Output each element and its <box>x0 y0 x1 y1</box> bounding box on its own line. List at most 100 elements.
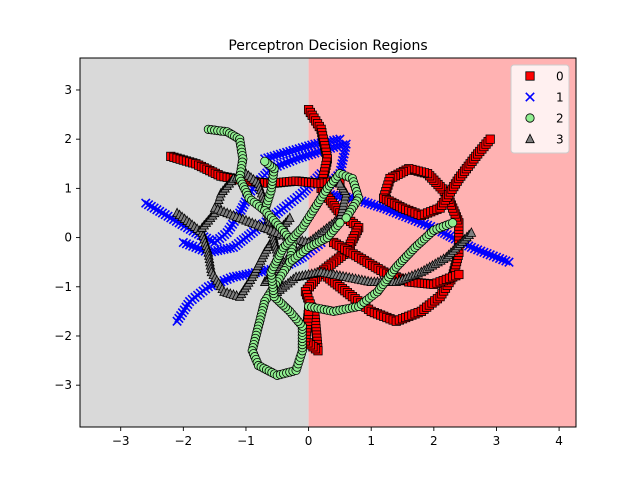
legend-marker-1 <box>525 92 535 102</box>
y-tick-label: 2 <box>64 132 72 146</box>
legend-label: 0 <box>556 70 564 84</box>
point-series-1 <box>445 231 455 241</box>
legend-marker-0 <box>525 71 535 81</box>
point-series-1 <box>178 237 189 248</box>
x-tick-label: 0 <box>305 434 313 448</box>
point-series-1 <box>278 159 289 169</box>
point-series-1 <box>375 202 386 212</box>
x-tick-label: 4 <box>555 434 563 448</box>
x-axis: −3 −2 −1 0 1 2 3 4 <box>112 427 563 448</box>
series-0 <box>166 105 495 356</box>
point-series-2 <box>335 218 345 228</box>
point-series-1 <box>152 204 162 215</box>
x-tick-label: −3 <box>112 434 130 448</box>
point-series-1 <box>184 240 195 250</box>
point-series-1 <box>366 199 376 209</box>
point-series-1 <box>335 134 345 144</box>
y-tick-label: −3 <box>54 378 72 392</box>
point-series-1 <box>494 253 505 264</box>
point-series-1 <box>278 148 289 159</box>
legend-label: 3 <box>556 133 564 147</box>
point-series-1 <box>504 257 514 267</box>
point-series-1 <box>225 243 236 253</box>
point-series-1 <box>269 151 279 161</box>
point-series-1 <box>272 150 283 160</box>
y-axis: −3 −2 −1 0 1 2 3 <box>54 83 80 392</box>
x-tick-label: 1 <box>367 434 375 448</box>
decision-regions <box>80 58 576 427</box>
point-series-0 <box>454 269 464 280</box>
point-series-1 <box>488 251 499 261</box>
point-series-1 <box>369 200 380 210</box>
point-series-1 <box>281 157 292 168</box>
point-series-0 <box>485 134 495 144</box>
y-tick-label: 0 <box>64 231 72 245</box>
point-series-1 <box>291 144 301 155</box>
point-series-1 <box>140 198 151 208</box>
legend-item-3: 3 <box>525 133 564 147</box>
point-series-2 <box>260 156 270 166</box>
point-series-1 <box>300 142 311 152</box>
point-series-3 <box>335 177 345 188</box>
point-series-1 <box>143 200 154 210</box>
point-series-2 <box>448 218 458 228</box>
legend-label: 2 <box>556 112 564 126</box>
point-series-1 <box>501 256 511 266</box>
point-series-1 <box>442 230 453 240</box>
point-series-1 <box>237 202 248 213</box>
legend-marker-2 <box>525 113 535 123</box>
point-series-1 <box>491 252 502 263</box>
point-series-1 <box>485 250 495 260</box>
point-series-3 <box>284 212 295 223</box>
point-series-1 <box>146 201 157 212</box>
x-tick-label: −1 <box>237 434 255 448</box>
legend: 0 1 2 3 <box>510 64 570 154</box>
point-series-3 <box>466 227 477 237</box>
point-series-1 <box>160 209 171 220</box>
x-tick-label: 2 <box>430 434 438 448</box>
legend-item-0: 0 <box>525 70 564 84</box>
point-series-1 <box>288 145 298 156</box>
point-series-1 <box>203 282 214 292</box>
point-series-2 <box>341 213 351 223</box>
point-series-1 <box>163 211 173 222</box>
legend-box <box>510 64 570 154</box>
legend-item-2: 2 <box>525 112 564 126</box>
point-series-1 <box>191 242 201 253</box>
x-tick-label: −2 <box>174 434 192 448</box>
y-tick-label: 3 <box>64 83 72 97</box>
point-series-1 <box>297 143 308 153</box>
point-series-1 <box>275 149 286 160</box>
point-series-1 <box>497 254 508 265</box>
point-series-1 <box>472 245 483 255</box>
point-series-1 <box>482 248 492 259</box>
y-tick-label: −2 <box>54 329 72 343</box>
point-series-1 <box>222 274 232 285</box>
point-series-1 <box>469 243 480 254</box>
point-series-1 <box>476 246 486 256</box>
chart-title: Perceptron Decision Regions <box>228 38 427 54</box>
x-tick-label: 3 <box>493 434 501 448</box>
plot-frame <box>79 57 577 428</box>
point-series-1 <box>288 155 298 165</box>
point-series-1 <box>281 147 292 158</box>
point-series-1 <box>303 141 314 151</box>
point-series-1 <box>332 135 342 145</box>
legend-item-1: 1 <box>525 91 564 105</box>
point-series-1 <box>181 238 192 249</box>
point-series-1 <box>294 143 304 154</box>
point-series-1 <box>225 273 236 283</box>
points-layer <box>140 105 514 380</box>
legend-label: 1 <box>556 91 564 105</box>
point-series-1 <box>363 198 373 208</box>
point-series-1 <box>285 146 295 157</box>
point-series-1 <box>236 205 246 216</box>
point-series-1 <box>479 247 489 258</box>
point-series-1 <box>154 206 165 217</box>
point-series-1 <box>285 156 295 167</box>
series-2 <box>203 124 458 380</box>
point-series-1 <box>187 241 198 251</box>
legend-marker-3 <box>525 133 535 144</box>
y-tick-label: −1 <box>54 280 72 294</box>
